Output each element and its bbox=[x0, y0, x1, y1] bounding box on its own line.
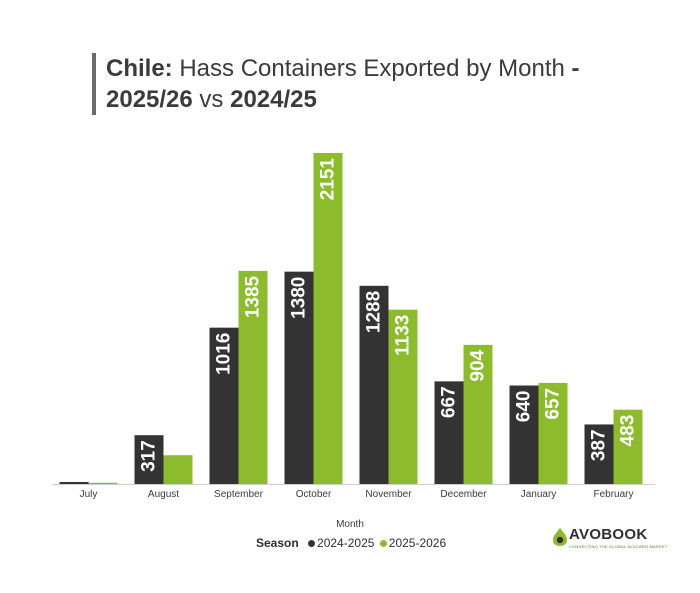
legend: Season 2024-2025 2025-2026 bbox=[256, 536, 446, 550]
logo-wordmark: AVOBOOK bbox=[569, 526, 648, 543]
x-tick-september: September bbox=[214, 489, 264, 500]
title-vs: vs bbox=[192, 86, 231, 113]
data-label-2025-2026-november: 1133 bbox=[393, 315, 414, 356]
bar-2024-2025-july bbox=[59, 481, 89, 484]
data-label-2024-2025-january: 640 bbox=[514, 391, 535, 423]
title-country: Chile: bbox=[106, 55, 173, 82]
bar-2025-2026-august bbox=[163, 455, 193, 484]
x-tick-february: February bbox=[593, 489, 633, 500]
data-label-2024-2025-february: 387 bbox=[589, 429, 610, 461]
logo-tagline: CONNECTING THE GLOBAL AVOCADO MARKET bbox=[569, 544, 668, 549]
data-label-2025-2026-february: 483 bbox=[618, 415, 639, 447]
data-label-2024-2025-december: 667 bbox=[439, 386, 460, 418]
data-label-2024-2025-september: 1016 bbox=[214, 333, 235, 375]
x-tick-october: October bbox=[296, 489, 332, 500]
legend-label-2024-2025: 2024-2025 bbox=[317, 536, 375, 550]
data-label-2024-2025-november: 1288 bbox=[364, 291, 385, 333]
x-tick-november: November bbox=[365, 489, 412, 500]
bar-2025-2026-november bbox=[388, 309, 418, 484]
title-text: Hass Containers Exported by Month bbox=[172, 55, 572, 82]
avocado-icon bbox=[553, 528, 567, 546]
bar-2024-2025-november bbox=[359, 285, 389, 484]
bar-2025-2026-october bbox=[313, 153, 343, 484]
x-tick-december: December bbox=[440, 489, 487, 500]
bar-2025-2026-december bbox=[463, 344, 493, 484]
avobook-logo: AVOBOOK CONNECTING THE GLOBAL AVOCADO MA… bbox=[552, 525, 667, 551]
x-tick-january: January bbox=[521, 489, 557, 500]
title-season-a: 2025/26 bbox=[106, 86, 193, 113]
bar-2025-2026-july bbox=[88, 482, 118, 484]
title-line-2: 2025/26 vs 2024/25 bbox=[106, 84, 580, 115]
bar-2025-2026-january bbox=[538, 382, 568, 484]
data-label-2024-2025-august: 317 bbox=[139, 440, 160, 472]
bar-2024-2025-october bbox=[284, 271, 314, 484]
legend-dot-2024-2025 bbox=[308, 539, 316, 547]
title-season-b: 2024/25 bbox=[230, 86, 317, 113]
x-tick-july: July bbox=[80, 489, 98, 500]
title-dash: - bbox=[571, 55, 580, 82]
data-label-2024-2025-october: 1380 bbox=[289, 277, 310, 319]
legend-dot-2025-2026 bbox=[379, 539, 387, 547]
bar-2024-2025-december bbox=[434, 381, 464, 484]
bar-2024-2025-august bbox=[134, 435, 164, 484]
data-label-2025-2026-october: 2151 bbox=[318, 158, 339, 201]
bar-2025-2026-september bbox=[238, 270, 268, 484]
legend-label-2025-2026: 2025-2026 bbox=[388, 536, 447, 550]
data-label-2025-2026-december: 904 bbox=[468, 349, 489, 381]
data-label-2025-2026-september: 1385 bbox=[243, 275, 264, 318]
title-line-1: Chile: Hass Containers Exported by Month… bbox=[106, 53, 580, 84]
legend-title: Season bbox=[256, 536, 299, 550]
chart-title: Chile: Hass Containers Exported by Month… bbox=[92, 53, 580, 115]
x-tick-august: August bbox=[148, 489, 179, 500]
data-label-2025-2026-january: 657 bbox=[543, 388, 564, 420]
bar-2025-2026-february bbox=[613, 409, 643, 484]
bar-2024-2025-september bbox=[209, 327, 239, 484]
x-axis-title: Month bbox=[336, 519, 364, 530]
bar-2024-2025-february bbox=[584, 424, 614, 484]
bar-2024-2025-january bbox=[509, 385, 539, 484]
